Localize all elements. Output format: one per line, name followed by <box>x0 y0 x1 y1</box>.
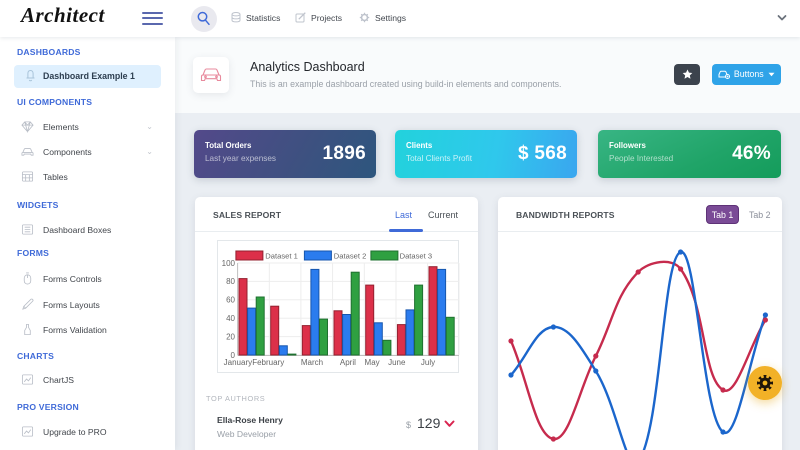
svg-text:May: May <box>365 358 380 367</box>
svg-text:Dataset 2: Dataset 2 <box>334 252 367 261</box>
svg-text:20: 20 <box>226 332 235 341</box>
svg-text:February: February <box>252 358 284 367</box>
svg-text:100: 100 <box>222 259 236 268</box>
svg-text:40: 40 <box>226 314 235 323</box>
svg-text:0: 0 <box>231 351 236 360</box>
svg-text:Dataset 1: Dataset 1 <box>265 252 298 261</box>
svg-text:July: July <box>421 358 435 367</box>
svg-text:March: March <box>301 358 323 367</box>
svg-text:Dataset 3: Dataset 3 <box>400 252 433 261</box>
svg-text:80: 80 <box>226 277 235 286</box>
svg-text:60: 60 <box>226 296 235 305</box>
svg-text:January: January <box>224 358 252 367</box>
svg-text:April: April <box>340 358 356 367</box>
svg-text:June: June <box>388 358 406 367</box>
